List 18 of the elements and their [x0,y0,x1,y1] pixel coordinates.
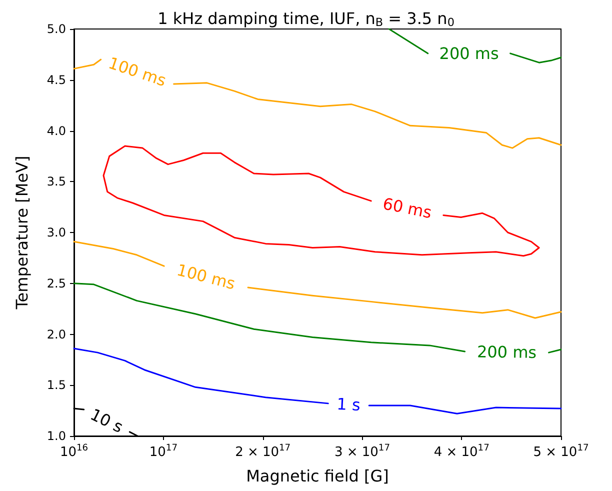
series-label: 1 s [336,394,361,415]
y-axis-title: Temperature [MeV] [12,156,32,310]
text: 100 ms [106,53,169,90]
y-tick-label: 3.0 [46,226,66,240]
text: 10 s [87,404,126,437]
x-axis-title: Magnetic field [G] [246,466,389,486]
y-tick-label: 5.0 [46,22,66,36]
y-tick-label: 1.5 [46,378,66,392]
y-tick-label: 2.0 [46,327,66,342]
text: 60 ms [381,194,434,222]
series-label: 200 ms [476,342,537,362]
y-tick-label: 4.0 [46,124,66,138]
series-label: 200 ms [439,44,499,63]
y-tick-label: 1.0 [46,429,66,443]
text: 100 ms [174,260,238,294]
y-tick-label: 2.5 [46,276,66,290]
y-tick-label: 4.5 [46,72,66,87]
y-tick-label: 3.5 [46,174,66,189]
